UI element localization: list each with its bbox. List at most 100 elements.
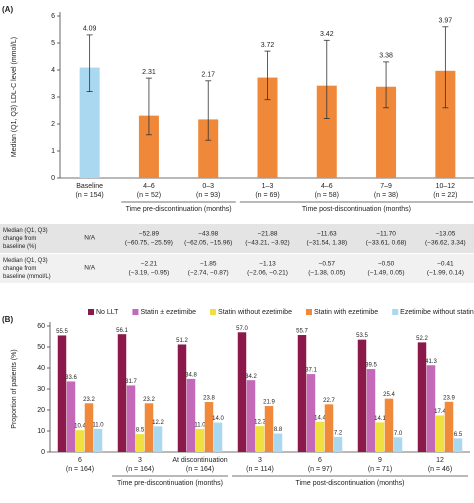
cell-value: N/A bbox=[84, 235, 96, 242]
cell-range: (−31.54, 1.38) bbox=[306, 240, 347, 247]
value-label: 14.1 bbox=[374, 416, 386, 422]
value-label: 7.0 bbox=[394, 431, 403, 437]
group-label: Time post-discontinuation (months) bbox=[295, 480, 404, 487]
value-label: 4.09 bbox=[83, 26, 97, 33]
cell-value: −21.88 bbox=[257, 231, 277, 238]
value-label: 34.8 bbox=[185, 372, 197, 378]
cell-value: −0.57 bbox=[319, 261, 336, 268]
bar bbox=[306, 374, 316, 452]
x-tick-note: (n = 154) bbox=[76, 192, 104, 199]
legend-label: Ezetimibe without statin bbox=[400, 309, 474, 316]
value-label: 10.4 bbox=[74, 424, 86, 430]
bar bbox=[204, 402, 214, 452]
bar bbox=[453, 438, 463, 452]
y-tick-label: 4 bbox=[51, 67, 55, 74]
value-label: 57.0 bbox=[236, 326, 248, 332]
value-label: 22.7 bbox=[323, 398, 335, 404]
bar bbox=[57, 335, 67, 452]
bar bbox=[153, 426, 163, 452]
y-tick-label: 3 bbox=[51, 94, 55, 101]
bar bbox=[66, 381, 76, 452]
value-label: 2.17 bbox=[201, 72, 215, 79]
cell-range: (−62.05, −15.96) bbox=[184, 240, 232, 247]
table-row bbox=[0, 224, 474, 253]
bar bbox=[316, 85, 337, 178]
x-tick-note: (n = 93) bbox=[196, 192, 220, 199]
value-label: 3.38 bbox=[379, 53, 393, 60]
cell-range: (−33.61, 0.68) bbox=[366, 240, 407, 247]
cell-value: −2.21 bbox=[141, 261, 158, 268]
bar bbox=[213, 422, 223, 452]
bar bbox=[126, 385, 136, 452]
value-label: 17.4 bbox=[434, 409, 446, 415]
value-label: 11.0 bbox=[194, 422, 206, 428]
bar bbox=[384, 398, 394, 452]
x-tick-label: 12 bbox=[436, 457, 444, 464]
value-label: 34.2 bbox=[245, 374, 257, 380]
bar bbox=[198, 119, 219, 178]
bar bbox=[255, 426, 265, 452]
bar bbox=[333, 436, 343, 452]
value-label: 55.5 bbox=[56, 329, 68, 335]
y-tick-label: 0 bbox=[51, 175, 55, 182]
value-label: 12.2 bbox=[152, 420, 164, 426]
value-label: 55.7 bbox=[296, 329, 308, 335]
x-tick-label: 0–3 bbox=[202, 183, 214, 190]
bar bbox=[357, 339, 367, 452]
value-label: 23.9 bbox=[443, 395, 455, 401]
bar bbox=[186, 378, 196, 452]
value-label: 8.5 bbox=[136, 428, 145, 434]
x-tick-label: 4–6 bbox=[321, 183, 333, 190]
x-tick-note: (n = 114) bbox=[246, 466, 274, 473]
x-tick-label: 3 bbox=[258, 457, 262, 464]
bar bbox=[79, 67, 100, 178]
x-tick-note: (n = 71) bbox=[368, 466, 392, 473]
panel-label: (B) bbox=[2, 315, 13, 324]
value-label: 39.5 bbox=[365, 363, 377, 369]
bar bbox=[138, 115, 159, 178]
legend-label: Statin ± ezetimibe bbox=[140, 309, 196, 316]
x-tick-note: (n = 97) bbox=[308, 466, 332, 473]
bar bbox=[144, 403, 154, 452]
cell-range: (−3.19, −0.95) bbox=[129, 270, 170, 277]
cell-range: (−43.21, −3.92) bbox=[245, 240, 289, 247]
value-label: 37.1 bbox=[305, 368, 317, 374]
cell-value: −0.50 bbox=[378, 261, 395, 268]
legend-label: Statin with ezetimibe bbox=[314, 309, 378, 316]
x-tick-label: 4–6 bbox=[143, 183, 155, 190]
value-label: 7.2 bbox=[334, 430, 343, 436]
x-tick-note: (n = 58) bbox=[315, 192, 339, 199]
y-tick-label: 30 bbox=[37, 386, 45, 393]
y-axis-label: Proportion of patients (%) bbox=[11, 349, 18, 428]
value-label: 52.2 bbox=[416, 336, 428, 342]
value-label: 25.4 bbox=[383, 392, 395, 398]
cell-value: −52.89 bbox=[139, 231, 159, 238]
x-tick-note: (n = 164) bbox=[186, 466, 214, 473]
x-tick-label: 9 bbox=[378, 457, 382, 464]
cell-range: (−60.75, −25.59) bbox=[125, 240, 173, 247]
y-tick-label: 10 bbox=[37, 428, 45, 435]
legend-swatch bbox=[392, 309, 399, 315]
x-tick-label: At discontinuation bbox=[172, 457, 227, 464]
y-tick-label: 6 bbox=[51, 13, 55, 20]
value-label: 23.8 bbox=[203, 396, 215, 402]
bar bbox=[375, 422, 385, 452]
group-label: Time post-discontinuation (months) bbox=[302, 206, 411, 213]
y-axis-label: Median (Q1, Q3) LDL-C level (mmol/L) bbox=[11, 37, 18, 157]
bar bbox=[444, 401, 454, 452]
cell-value: −11.70 bbox=[376, 231, 396, 238]
value-label: 41.3 bbox=[425, 359, 437, 365]
cell-value: −11.63 bbox=[317, 231, 337, 238]
value-label: 21.9 bbox=[263, 400, 275, 406]
group-label: Time pre-discontinuation (months) bbox=[117, 480, 223, 487]
legend-swatch bbox=[132, 309, 139, 315]
legend-swatch bbox=[305, 309, 312, 315]
y-tick-label: 60 bbox=[37, 323, 45, 330]
x-tick-note: (n = 52) bbox=[137, 192, 161, 199]
cell-range: (−1.38, 0.05) bbox=[308, 270, 345, 277]
x-tick-label: 7–9 bbox=[380, 183, 392, 190]
y-tick-label: 0 bbox=[41, 449, 45, 456]
x-tick-label: 1–3 bbox=[262, 183, 274, 190]
bar bbox=[297, 335, 307, 452]
